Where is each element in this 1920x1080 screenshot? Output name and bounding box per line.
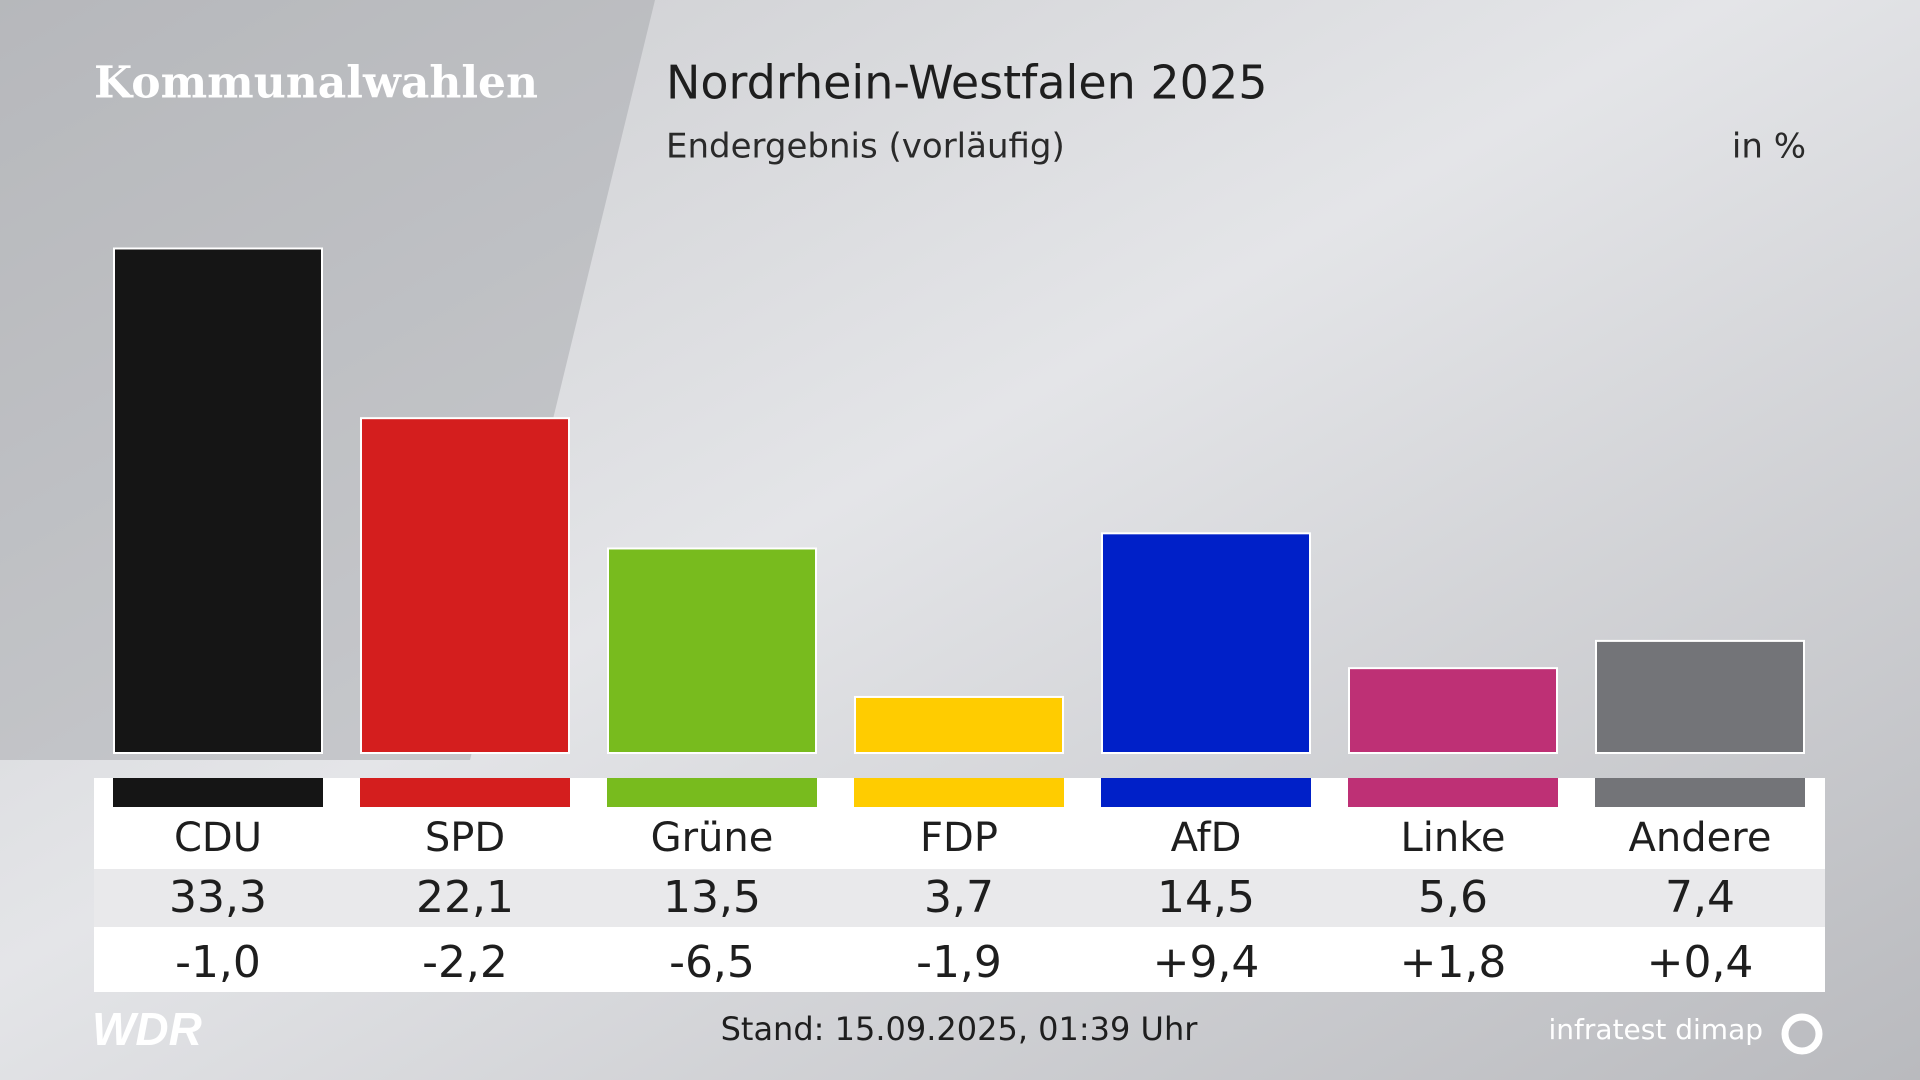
change-label: -2,2 — [422, 937, 508, 988]
bar — [1101, 532, 1311, 755]
color-strip — [854, 778, 1064, 807]
category-label: Linke — [1400, 815, 1505, 861]
color-strip — [607, 778, 817, 807]
bar — [1348, 667, 1558, 754]
color-strip — [113, 778, 323, 807]
values-row-bg — [94, 869, 1825, 927]
value-label: 33,3 — [169, 872, 267, 923]
change-label: +1,8 — [1400, 937, 1507, 988]
change-label: -6,5 — [669, 937, 755, 988]
change-label: +9,4 — [1153, 937, 1260, 988]
category-label: AfD — [1171, 815, 1242, 861]
change-label: -1,0 — [175, 937, 261, 988]
color-strip — [1595, 778, 1805, 807]
value-label: 14,5 — [1157, 872, 1255, 923]
bar — [113, 247, 323, 754]
category-label: CDU — [174, 815, 262, 861]
value-label: 7,4 — [1665, 872, 1735, 923]
source-logo — [1781, 1013, 1823, 1055]
bar — [607, 547, 817, 754]
category-label: Grüne — [651, 815, 774, 861]
bar — [854, 695, 1064, 755]
broadcaster-logo: WDR — [92, 1003, 202, 1055]
value-label: 5,6 — [1418, 872, 1488, 923]
category-label: Andere — [1629, 815, 1772, 861]
chart-subtitle: Endergebnis (vorläufig) — [666, 127, 1065, 167]
bar — [1595, 639, 1805, 755]
color-strip — [360, 778, 570, 807]
change-label: +0,4 — [1647, 937, 1754, 988]
value-label: 13,5 — [663, 872, 761, 923]
footer: Stand: 15.09.2025, 01:39 Uhr — [721, 1010, 1199, 1048]
header: Kommunalwahlen — [94, 58, 538, 109]
color-strip — [1348, 778, 1558, 807]
category-label: SPD — [425, 815, 505, 861]
value-label: 22,1 — [416, 872, 514, 923]
value-label: 3,7 — [924, 872, 994, 923]
color-strip — [1101, 778, 1311, 807]
change-label: -1,9 — [916, 937, 1002, 988]
source: infratest dimap — [1549, 1013, 1763, 1046]
category-label: FDP — [920, 815, 998, 861]
unit-label: in % — [1732, 127, 1806, 167]
bar — [360, 417, 570, 754]
chart-title: Nordrhein-Westfalen 2025 — [666, 56, 1267, 110]
